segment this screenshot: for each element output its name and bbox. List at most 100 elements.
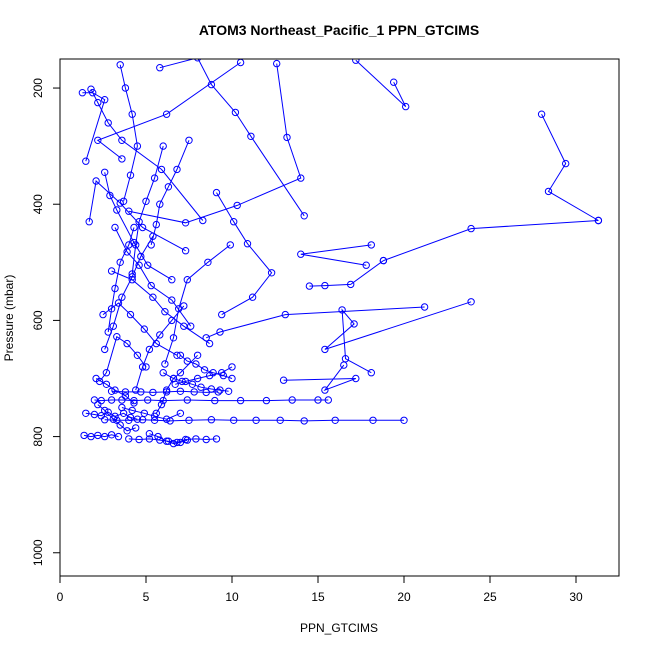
data-point	[128, 270, 136, 278]
data-point	[594, 216, 603, 225]
y-tick-label: 1000	[31, 539, 45, 566]
series-line	[104, 235, 154, 350]
x-tick-label: 30	[569, 590, 583, 604]
series-line	[88, 180, 186, 252]
y-tick-label: 800	[31, 426, 45, 446]
data-point	[135, 435, 143, 444]
data-point	[156, 64, 164, 72]
series-26	[152, 351, 202, 417]
y-tick-label: 200	[31, 78, 45, 98]
x-tick-label: 5	[143, 590, 150, 604]
data-point	[89, 89, 97, 97]
data-point	[176, 409, 185, 417]
x-tick-label: 20	[397, 590, 411, 604]
data-point	[193, 374, 202, 383]
data-point	[194, 59, 202, 62]
data-point	[212, 188, 221, 197]
data-point	[367, 241, 375, 249]
data-point	[248, 293, 257, 301]
data-point	[109, 415, 118, 423]
series-24	[147, 136, 193, 249]
series-line	[383, 220, 599, 262]
data-point	[87, 85, 95, 93]
data-point	[164, 183, 173, 191]
y-tick-label: 400	[31, 194, 45, 214]
series-line	[324, 301, 472, 374]
data-point	[297, 250, 305, 258]
data-point	[176, 387, 185, 395]
data-point	[162, 437, 171, 445]
data-point	[133, 351, 142, 359]
data-point	[297, 174, 305, 182]
data-point	[135, 261, 143, 269]
series-line	[85, 411, 138, 420]
data-point	[181, 219, 190, 227]
series-32	[80, 431, 123, 441]
data-point	[107, 396, 116, 404]
data-point	[228, 363, 236, 371]
data-point	[154, 432, 162, 441]
series-line	[111, 270, 210, 345]
data-point	[128, 110, 136, 118]
series-25	[161, 241, 235, 368]
data-point	[140, 409, 149, 417]
data-point	[161, 308, 169, 316]
data-point	[132, 386, 140, 394]
data-point	[562, 159, 570, 168]
data-point	[116, 258, 124, 266]
data-point	[159, 396, 167, 405]
data-point	[204, 258, 212, 266]
data-point	[176, 369, 185, 377]
data-point	[138, 363, 147, 371]
data-point	[321, 386, 329, 394]
data-point	[118, 293, 126, 301]
data-point	[137, 388, 145, 396]
data-point	[183, 396, 192, 404]
data-point	[121, 392, 130, 400]
data-point	[118, 136, 126, 145]
series-line	[128, 63, 302, 224]
series-line	[96, 62, 241, 160]
series-9	[78, 89, 109, 165]
data-point	[544, 187, 553, 196]
series-37	[92, 374, 138, 407]
data-point	[252, 416, 260, 424]
series-4	[352, 59, 410, 111]
series-40	[171, 363, 236, 388]
data-point	[106, 191, 114, 200]
data-point	[211, 396, 219, 405]
data-point	[130, 223, 138, 232]
data-point	[162, 415, 171, 423]
data-point	[173, 165, 181, 174]
data-point	[288, 396, 296, 404]
data-point	[205, 339, 214, 348]
data-point	[130, 399, 138, 407]
data-point	[157, 165, 166, 174]
data-point	[279, 376, 288, 384]
data-point	[140, 325, 149, 333]
data-point	[273, 59, 281, 68]
series-8	[94, 59, 245, 163]
data-point	[133, 415, 142, 423]
data-point	[347, 280, 355, 289]
data-point	[128, 406, 136, 415]
data-point	[101, 345, 109, 354]
data-point	[247, 132, 255, 141]
data-point	[162, 110, 171, 118]
series-line	[104, 419, 404, 422]
plot-frame	[59, 58, 620, 577]
data-point	[126, 310, 135, 319]
data-point	[104, 408, 112, 416]
series-11	[125, 59, 305, 227]
series-line	[99, 335, 147, 382]
series-35	[94, 400, 140, 435]
data-point	[123, 427, 131, 435]
data-point	[402, 102, 410, 111]
data-point	[400, 416, 408, 424]
data-point	[352, 59, 360, 64]
data-point	[305, 282, 314, 290]
data-point	[202, 435, 210, 444]
data-point	[467, 298, 475, 306]
data-point	[190, 388, 198, 396]
